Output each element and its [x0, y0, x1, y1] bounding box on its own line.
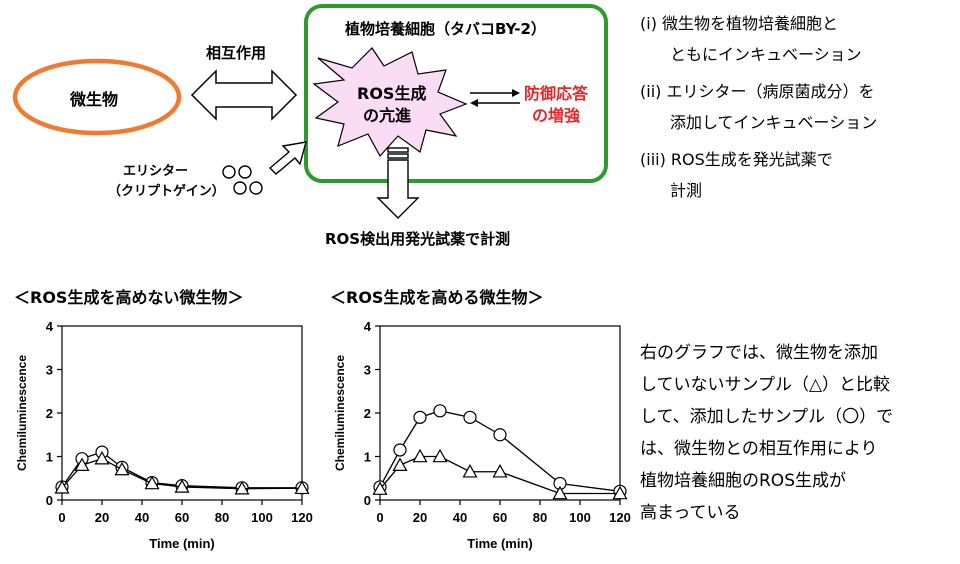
chart2-title: ＜ROS生成を高める微生物＞ [330, 288, 544, 307]
chart2-point-triangle [552, 485, 568, 500]
step-3-line2: 計測 [670, 181, 703, 200]
interaction-double-arrow [190, 69, 298, 121]
ros-burst-shape [312, 47, 468, 158]
chart1-ytick-label: 3 [46, 363, 53, 378]
note-line6: 高まっている [640, 503, 741, 523]
chart1-point-triangle [94, 450, 110, 465]
chart2-xtick-label: 0 [376, 510, 383, 525]
chart1-xtick-label: 40 [135, 510, 149, 525]
chart2-ytick-label: 2 [364, 406, 371, 421]
chart2-ylabel: Chemiluminescence [333, 355, 347, 471]
chart1-point-triangle [174, 479, 190, 493]
chart1-ylabel: Chemiluminescence [15, 355, 29, 471]
chart2-point-triangle [372, 481, 388, 495]
chart1-point-triangle [54, 480, 70, 494]
chart2-point-circle [463, 410, 477, 424]
chart2-xtick-label: 60 [493, 510, 507, 525]
step-2-line1: (ii) エリシター（病原菌成分）を [640, 82, 875, 101]
chart1-ytick-label: 0 [46, 493, 53, 508]
chart2-ytick-label: 4 [364, 319, 372, 334]
note-line5: 植物培養細胞のROS生成が [640, 471, 846, 491]
chart1-ytick-label: 1 [46, 450, 53, 465]
chart2-point-triangle [492, 463, 508, 478]
chart2-point-circle [393, 443, 407, 457]
cell-title: 植物培養細胞（タバコBY-2） [345, 20, 546, 38]
ros-label-line2: の亢進 [363, 106, 412, 125]
chart2-xlabel: Time (min) [467, 536, 533, 551]
measurement-label: ROS検出用発光試薬で計測 [325, 230, 511, 248]
note-line4: は、微生物との相互作用により [640, 439, 878, 459]
ros-label-line1: ROS生成 [357, 84, 427, 103]
chart2-point-circle [413, 410, 427, 424]
chart2-point-circle [493, 428, 507, 442]
chart1-xtick-label: 120 [291, 510, 313, 525]
note-line3: して、添加したサンプル（〇）で [640, 407, 894, 427]
chart1-point-triangle [294, 480, 310, 495]
chart1-xtick-label: 60 [175, 510, 189, 525]
chart2-point-triangle [432, 448, 448, 463]
chart2-ytick-label: 1 [364, 450, 371, 465]
experiment-diagram [12, 4, 608, 219]
step-2-line2: 添加してインキュベーション [670, 113, 878, 132]
measurement-arrow [376, 147, 420, 219]
defense-exchange-arrows [470, 89, 520, 107]
chart1-point-triangle [74, 457, 90, 471]
chart2-xtick-label: 100 [569, 510, 591, 525]
elicitor-arrow [268, 141, 307, 175]
chart2-ytick-label: 0 [364, 493, 371, 508]
chart1-xtick-label: 0 [58, 510, 65, 525]
chart2-point-triangle [392, 457, 408, 471]
chart2-xtick-label: 40 [453, 510, 467, 525]
step-3-line1: (iii) ROS生成を発光試薬で [640, 150, 833, 169]
chart1-plot-frame [61, 325, 303, 501]
chart1-xtick-label: 20 [95, 510, 109, 525]
elicitor-label-line2: （クリプトゲイン） [108, 184, 225, 199]
note-line1: 右のグラフでは、微生物を添加 [640, 343, 878, 363]
chart2-point-triangle [612, 485, 628, 500]
elicitor-circles [222, 165, 263, 195]
chart1-ytick-label: 4 [46, 319, 54, 334]
chart1-point-triangle [144, 475, 160, 490]
chart1-title: ＜ROS生成を高めない微生物＞ [14, 288, 244, 307]
chart2-point-triangle [462, 463, 478, 478]
chart1-point-triangle [234, 480, 250, 495]
defense-label-line2: の増強 [532, 106, 581, 125]
interaction-label: 相互作用 [206, 44, 267, 62]
chart2-xtick-label: 20 [413, 510, 427, 525]
chart2-point-circle [433, 404, 447, 418]
chart2-xtick-label: 120 [609, 510, 631, 525]
chart2-series-circle-line [379, 410, 621, 492]
note-line2: していないサンプル（△）と比較 [640, 375, 891, 395]
defense-label-line1: 防御応答 [524, 84, 589, 103]
step-1-line1: (i) 微生物を植物培養細胞と [640, 14, 839, 33]
microbe-label: 微生物 [70, 90, 119, 109]
chart1-point-triangle [114, 461, 130, 476]
chart1-xlabel: Time (min) [149, 536, 215, 551]
chart1-xtick-label: 100 [251, 510, 273, 525]
elicitor-label-line1: エリシター [123, 164, 189, 179]
chart1-xtick-label: 80 [215, 510, 229, 525]
chart2-ytick-label: 3 [364, 363, 371, 378]
microbe-ellipse [12, 58, 182, 136]
chart2-point-triangle [412, 448, 428, 463]
chart1-ytick-label: 2 [46, 406, 53, 421]
chart2-xtick-label: 80 [533, 510, 547, 525]
step-1-line2: ともにインキュベーション [670, 45, 862, 64]
